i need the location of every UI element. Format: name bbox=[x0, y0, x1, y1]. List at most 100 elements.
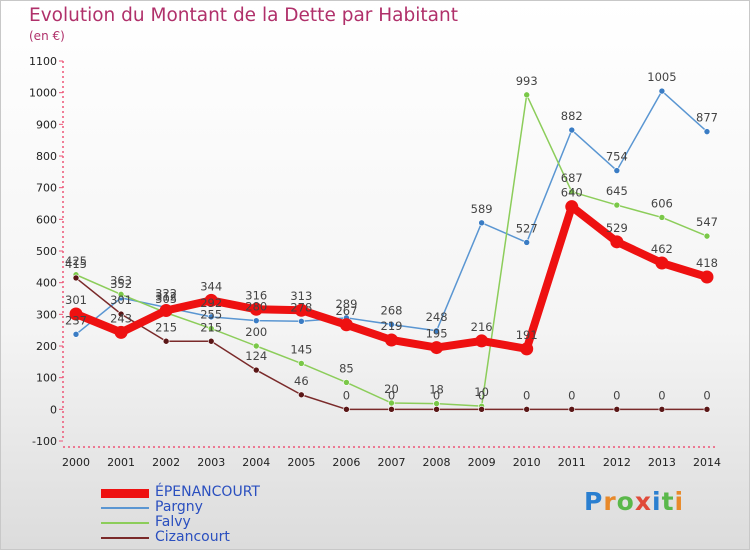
data-label: 316 bbox=[245, 288, 267, 302]
legend-label: Cizancourt bbox=[155, 529, 230, 545]
data-label: 529 bbox=[606, 221, 628, 235]
data-label: 527 bbox=[516, 221, 538, 235]
data-label: 267 bbox=[335, 304, 357, 318]
x-tick-label: 2006 bbox=[332, 456, 360, 469]
y-tick-label: 900 bbox=[36, 118, 57, 131]
logo-letter: i bbox=[652, 487, 662, 516]
y-tick-label: 200 bbox=[36, 340, 57, 353]
data-point bbox=[252, 342, 260, 350]
data-label: 248 bbox=[426, 310, 448, 324]
logo-letter: i bbox=[674, 487, 685, 516]
x-tick-label: 2005 bbox=[287, 456, 315, 469]
x-tick-label: 2010 bbox=[513, 456, 541, 469]
data-point bbox=[252, 366, 260, 374]
y-tick-label: 1000 bbox=[29, 87, 57, 100]
data-point bbox=[388, 399, 395, 407]
data-point bbox=[520, 342, 534, 356]
data-label: 0 bbox=[433, 388, 440, 402]
data-point bbox=[114, 325, 128, 339]
data-label: 219 bbox=[381, 319, 403, 333]
data-label: 344 bbox=[200, 279, 222, 293]
data-point bbox=[478, 406, 485, 413]
data-label: 215 bbox=[200, 320, 222, 334]
data-label: 191 bbox=[516, 328, 538, 342]
y-tick-label: -100 bbox=[32, 435, 57, 448]
data-label: 278 bbox=[290, 300, 312, 314]
x-tick-label: 2001 bbox=[107, 456, 135, 469]
data-point bbox=[703, 128, 711, 135]
data-label: 352 bbox=[110, 277, 132, 291]
data-label: 0 bbox=[388, 388, 395, 402]
x-tick-label: 2004 bbox=[242, 456, 270, 469]
data-point bbox=[433, 406, 440, 413]
data-label: 0 bbox=[703, 388, 710, 402]
data-label: 216 bbox=[471, 320, 493, 334]
data-point bbox=[252, 317, 260, 324]
x-tick-label: 2014 bbox=[693, 456, 721, 469]
data-label: 1005 bbox=[647, 70, 676, 84]
legend-label: ÉPENANCOURT bbox=[155, 484, 260, 500]
data-point bbox=[159, 304, 173, 318]
data-point bbox=[568, 126, 576, 134]
data-point bbox=[523, 91, 531, 99]
y-tick-label: 300 bbox=[36, 308, 57, 321]
logo-letter: x bbox=[634, 487, 652, 516]
data-label: 547 bbox=[696, 215, 718, 229]
data-label: 255 bbox=[200, 308, 222, 322]
data-point bbox=[72, 330, 80, 338]
series-line-falvy bbox=[75, 94, 708, 407]
data-label: 18 bbox=[429, 383, 444, 397]
data-point bbox=[298, 317, 305, 325]
chart-unit-label: (en €) bbox=[29, 29, 65, 43]
data-point bbox=[568, 406, 576, 413]
data-point bbox=[613, 167, 621, 174]
x-tick-label: 2000 bbox=[62, 456, 90, 469]
data-label: 305 bbox=[155, 292, 177, 306]
data-point bbox=[433, 327, 440, 335]
data-label: 415 bbox=[65, 257, 87, 271]
y-tick-label: 800 bbox=[36, 150, 57, 163]
data-point bbox=[162, 337, 170, 345]
data-point bbox=[430, 341, 444, 355]
y-tick-label: 600 bbox=[36, 213, 57, 226]
data-label: 687 bbox=[561, 171, 583, 185]
data-point bbox=[384, 333, 398, 347]
data-label: 0 bbox=[658, 388, 665, 402]
proxiti-logo: Proxiti bbox=[584, 487, 684, 516]
data-point bbox=[613, 201, 621, 209]
legend-swatch bbox=[101, 489, 149, 498]
y-tick-label: 100 bbox=[36, 372, 57, 385]
data-point bbox=[294, 303, 308, 317]
data-point bbox=[478, 219, 485, 227]
data-point bbox=[249, 302, 263, 316]
y-tick-label: 400 bbox=[36, 277, 57, 290]
data-point bbox=[523, 239, 531, 246]
data-label: 0 bbox=[568, 388, 575, 402]
data-label: 215 bbox=[155, 320, 177, 334]
data-label: 20 bbox=[384, 382, 399, 396]
x-tick-label: 2008 bbox=[423, 456, 451, 469]
data-label: 200 bbox=[245, 325, 267, 339]
legend-swatch bbox=[101, 537, 149, 539]
data-label: 754 bbox=[606, 150, 628, 164]
data-label: 877 bbox=[696, 111, 718, 125]
data-point bbox=[700, 270, 714, 284]
data-label: 124 bbox=[245, 349, 267, 363]
data-label: 237 bbox=[65, 313, 87, 327]
data-point bbox=[475, 334, 489, 348]
data-point bbox=[658, 214, 666, 221]
data-point bbox=[207, 313, 215, 321]
y-tick-label: 500 bbox=[36, 245, 57, 258]
data-point bbox=[298, 391, 305, 399]
y-tick-label: 700 bbox=[36, 182, 57, 195]
x-tick-label: 2011 bbox=[558, 456, 586, 469]
data-label: 85 bbox=[339, 361, 354, 375]
data-point bbox=[343, 406, 350, 413]
data-point bbox=[117, 291, 125, 298]
data-label: 268 bbox=[381, 303, 403, 317]
chart-title: Evolution du Montant de la Dette par Hab… bbox=[29, 5, 458, 26]
data-point bbox=[565, 200, 579, 214]
data-point bbox=[703, 232, 711, 240]
y-tick-label: 0 bbox=[50, 403, 57, 416]
